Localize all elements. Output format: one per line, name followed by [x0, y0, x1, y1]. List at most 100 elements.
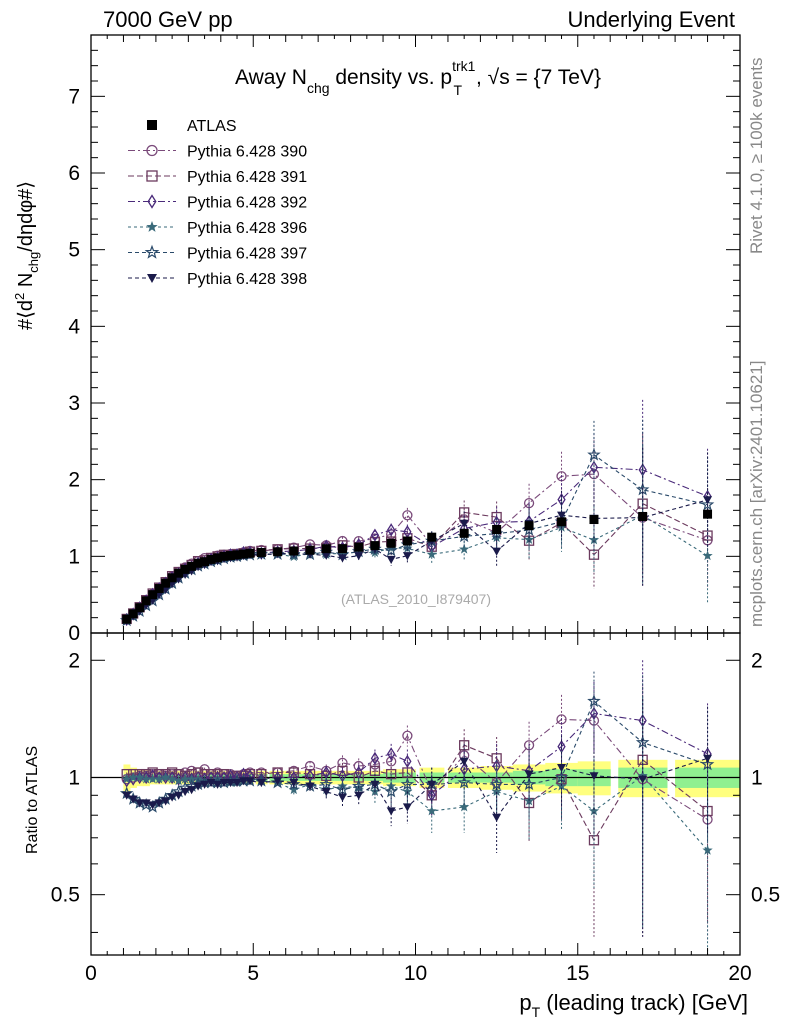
ratio-point	[134, 772, 145, 782]
ratio-point	[305, 782, 315, 791]
ratio-point	[213, 780, 223, 789]
ratio-series-s390	[121, 687, 713, 942]
ratio-point	[219, 779, 229, 788]
legend-marker	[146, 170, 158, 182]
legend-label: Pythia 6.428 398	[187, 271, 307, 288]
ratio-point	[369, 759, 381, 770]
point	[587, 447, 601, 461]
ratio-point	[489, 777, 504, 791]
ratio-point	[522, 777, 536, 791]
ratio-point	[457, 775, 471, 789]
ratio-point	[638, 775, 648, 784]
legend: ATLAS Pythia 6.428 390 Pythia 6.428 391 Pyt…	[128, 118, 307, 288]
ratio-point	[187, 786, 197, 795]
title-sub1: chg	[307, 80, 330, 96]
legend-item-atlas: ATLAS	[147, 118, 237, 135]
y-tick-label: 0	[68, 622, 80, 645]
legend-marker	[146, 221, 158, 232]
ratio-point	[122, 791, 132, 800]
ratio-point	[351, 779, 366, 792]
ratio-y-label: Ratio to ATLAS	[24, 746, 41, 854]
ratio-line	[126, 700, 708, 808]
y-tick-label: 3	[68, 392, 80, 415]
atlas-point	[213, 553, 223, 563]
ratio-point	[160, 772, 171, 782]
title-pre: Away N	[235, 66, 307, 89]
point	[387, 523, 396, 537]
ratio-point	[245, 777, 255, 786]
ratio-point	[186, 773, 197, 784]
ratio-point	[370, 751, 380, 765]
point	[702, 550, 713, 561]
y-tick-label: 7	[68, 85, 80, 108]
ratio-point	[154, 773, 165, 784]
ratio-point	[135, 799, 145, 808]
point	[370, 528, 380, 542]
atlas-point	[402, 536, 412, 546]
ratio-point	[524, 770, 534, 779]
legend-label: Pythia 6.428 397	[187, 246, 307, 263]
atlas-point	[289, 546, 299, 556]
title-post: , √s = {7 TeV}	[476, 66, 601, 89]
legend-marker	[147, 120, 157, 130]
ratio-point	[135, 770, 144, 785]
ratio-tick-label: 1	[751, 766, 763, 789]
atlas-point	[141, 596, 151, 606]
ratio-point	[492, 813, 502, 822]
atlas-point	[128, 609, 138, 619]
ratio-point	[557, 764, 567, 773]
ratio-point	[403, 754, 412, 768]
ratio-point	[426, 805, 437, 816]
atlas-point	[557, 517, 567, 527]
point	[459, 543, 470, 554]
title-sup: trk1	[452, 58, 476, 74]
ratio-point	[554, 770, 569, 784]
watermark: (ATLAS_2010_I879407)	[341, 591, 491, 607]
y-tick-label: 2	[68, 469, 80, 492]
point	[557, 492, 566, 507]
ratio-tick-label: 2	[68, 649, 80, 672]
point	[402, 510, 413, 521]
ratio-point	[226, 779, 236, 788]
ratio-point	[121, 773, 132, 784]
point	[588, 534, 600, 545]
ratio-point	[589, 772, 599, 781]
header-right: Underlying Event	[567, 7, 735, 32]
legend-item-s392: Pythia 6.428 392	[128, 194, 307, 212]
x-axis-label: pT (leading track) [GeV]	[519, 990, 748, 1020]
ratio-tick-label: 2	[751, 649, 763, 672]
atlas-point	[187, 561, 197, 571]
ratio-point	[239, 777, 249, 786]
legend-item-s398: Pythia 6.428 398	[128, 271, 307, 288]
series-line	[126, 473, 708, 620]
atlas-point	[161, 578, 171, 588]
ratio-point	[386, 807, 396, 816]
x-tick-label: 10	[404, 962, 427, 985]
ratio-point	[400, 777, 415, 791]
point	[557, 511, 567, 520]
point	[426, 549, 437, 559]
ratio-point	[161, 770, 170, 785]
atlas-point	[154, 584, 164, 594]
series-atlas	[122, 509, 713, 624]
ratio-point	[370, 780, 380, 789]
atlas-point	[337, 544, 347, 554]
ratio-point	[167, 793, 177, 802]
atlas-point	[193, 558, 203, 568]
legend-label: Pythia 6.428 396	[187, 220, 307, 237]
point	[459, 519, 469, 528]
atlas-point	[167, 573, 177, 583]
ratio-point	[193, 782, 203, 791]
point	[384, 543, 398, 557]
title-mid: density vs. p	[330, 66, 453, 89]
point	[703, 496, 713, 505]
legend-item-s397: Pythia 6.428 397	[128, 244, 307, 263]
y-tick-label: 1	[68, 545, 80, 568]
ratio-point	[147, 773, 158, 784]
ratio-point	[588, 805, 600, 816]
legend-marker	[146, 144, 158, 157]
x-tick-label: 0	[85, 962, 97, 985]
ratio-point	[387, 747, 396, 761]
x-tick-label: 15	[566, 962, 589, 985]
ratio-point	[587, 694, 601, 707]
